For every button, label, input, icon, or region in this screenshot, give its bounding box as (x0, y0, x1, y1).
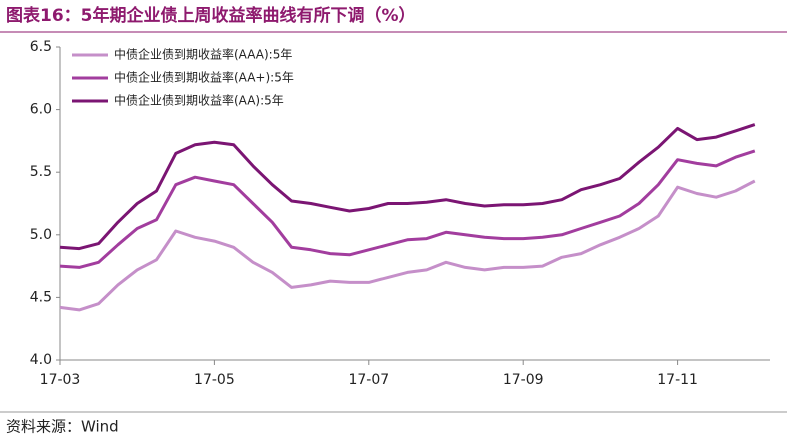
series-line (59, 149, 756, 269)
y-tick-label: 4.0 (30, 352, 52, 368)
y-tick-label: 4.5 (30, 289, 52, 305)
series-line (59, 179, 756, 312)
chart-title: 图表16：5年期企业债上周收益率曲线有所下调（%） (6, 5, 416, 26)
x-tick-label: 17-03 (40, 372, 81, 388)
y-tick-label: 6.5 (30, 39, 52, 55)
y-tick-label: 6.0 (30, 102, 52, 118)
legend-label: 中债企业债到期收益率(AA+):5年 (114, 70, 294, 85)
x-tick-label: 17-05 (194, 372, 235, 388)
source: 资料来源：Wind (6, 418, 119, 436)
x-tick-label: 17-07 (348, 372, 389, 388)
x-tick-label: 17-11 (657, 372, 698, 388)
legend-label: 中债企业债到期收益率(AAA):5年 (114, 47, 292, 62)
y-tick-label: 5.5 (30, 164, 52, 180)
legend-label: 中债企业债到期收益率(AA):5年 (114, 93, 284, 108)
y-tick-label: 5.0 (30, 227, 52, 243)
x-tick-label: 17-09 (503, 372, 544, 388)
series-line (59, 123, 756, 251)
